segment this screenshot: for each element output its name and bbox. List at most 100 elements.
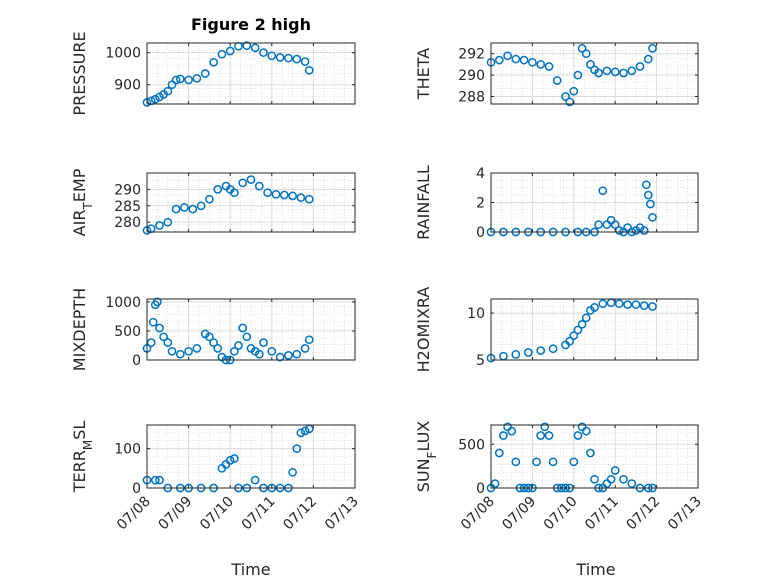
data-point bbox=[230, 188, 239, 198]
data-point bbox=[494, 448, 504, 458]
y-tick-label: 0 bbox=[476, 225, 485, 241]
data-point bbox=[511, 350, 521, 359]
data-point bbox=[581, 426, 591, 436]
y-tick-label: 0 bbox=[132, 353, 141, 369]
data-point bbox=[569, 331, 579, 340]
y-tick-label: 285 bbox=[114, 199, 141, 215]
data-point bbox=[230, 454, 239, 463]
axes-box bbox=[490, 424, 699, 489]
data-point bbox=[565, 336, 575, 346]
data-point bbox=[648, 212, 657, 222]
y-tick-label: 290 bbox=[458, 68, 485, 84]
data-point bbox=[569, 86, 579, 96]
data-point bbox=[175, 349, 185, 359]
data-point bbox=[646, 199, 655, 209]
data-point bbox=[267, 346, 277, 356]
subplot-8: 0 500 SUNFLUX 07/08 07/09 07/10 07/11 07/12 07/1… bbox=[414, 421, 705, 534]
axes-box bbox=[146, 172, 356, 233]
x-axis-label-right: Time bbox=[575, 560, 615, 579]
data-point bbox=[250, 475, 260, 485]
y-tick-label: 1000 bbox=[105, 295, 141, 311]
data-point bbox=[175, 74, 185, 84]
data-point bbox=[627, 479, 637, 488]
data-point bbox=[602, 220, 612, 229]
data-point bbox=[296, 428, 306, 438]
data-point bbox=[610, 220, 620, 229]
y-tick-label: 1000 bbox=[105, 46, 141, 62]
data-point bbox=[284, 53, 293, 63]
data-point bbox=[192, 344, 202, 353]
data-point bbox=[146, 338, 156, 347]
data-point bbox=[639, 301, 649, 310]
x-tick-label: 07/09 bbox=[499, 494, 539, 534]
data-point bbox=[523, 348, 533, 357]
data-point bbox=[234, 341, 243, 350]
y-tick-label: 4 bbox=[476, 166, 485, 182]
data-point bbox=[242, 332, 252, 342]
y-tick-label: 900 bbox=[114, 78, 141, 94]
subplot-4: 0 2 4 RAINFALL bbox=[414, 165, 699, 241]
data-point bbox=[263, 188, 272, 198]
axes-box bbox=[490, 42, 699, 105]
data-point bbox=[648, 44, 657, 53]
data-point bbox=[150, 94, 160, 104]
x-tick-label: 07/10 bbox=[541, 494, 581, 534]
data-point bbox=[641, 180, 651, 190]
data-point bbox=[292, 349, 302, 359]
data-point bbox=[610, 67, 620, 77]
data-point bbox=[598, 299, 608, 309]
data-point bbox=[577, 319, 587, 329]
data-point bbox=[242, 41, 252, 50]
data-point bbox=[188, 204, 198, 214]
data-point bbox=[292, 444, 302, 453]
data-point bbox=[163, 338, 173, 347]
data-point bbox=[209, 338, 218, 347]
data-point bbox=[148, 317, 158, 327]
data-point bbox=[300, 426, 310, 436]
data-point bbox=[304, 65, 314, 75]
data-point bbox=[267, 51, 277, 61]
data-point bbox=[606, 298, 616, 308]
data-point bbox=[217, 49, 227, 59]
data-point bbox=[586, 60, 595, 69]
x-tick-label: 07/08 bbox=[114, 494, 154, 534]
x-tick-label: 07/13 bbox=[322, 494, 362, 534]
data-point bbox=[213, 185, 223, 194]
data-point bbox=[614, 299, 624, 309]
data-point bbox=[494, 55, 504, 65]
subplot-6: 5 10 H2OMIXRA bbox=[414, 287, 699, 372]
data-point bbox=[519, 55, 529, 65]
data-point bbox=[503, 51, 512, 61]
data-point bbox=[594, 220, 603, 229]
data-point bbox=[225, 456, 235, 465]
data-point bbox=[155, 323, 164, 333]
axes-box bbox=[146, 42, 356, 105]
data-point bbox=[511, 54, 521, 64]
subplot-7: 0 100 TERRMSL 07/08 07/09 07/10 07/11 07/12 07/1… bbox=[70, 421, 362, 534]
data-point bbox=[540, 422, 550, 432]
data-point bbox=[171, 204, 181, 214]
data-point bbox=[503, 422, 512, 432]
data-point bbox=[259, 338, 268, 347]
subplot-1: 900 1000 PRESSURE bbox=[70, 31, 356, 116]
data-point bbox=[536, 431, 546, 440]
y-tick-label: 10 bbox=[467, 306, 485, 322]
y-tick-label: 290 bbox=[114, 182, 141, 198]
data-point bbox=[598, 186, 608, 196]
data-point bbox=[590, 474, 599, 484]
data-point bbox=[246, 175, 256, 184]
data-point bbox=[548, 344, 558, 354]
data-point bbox=[259, 48, 268, 57]
data-point bbox=[159, 332, 168, 342]
y-axis-label: AIRTEMP bbox=[70, 168, 95, 236]
data-point bbox=[643, 190, 653, 200]
data-point bbox=[581, 313, 591, 323]
y-axis-label: PRESSURE bbox=[70, 31, 89, 115]
data-point bbox=[602, 66, 612, 76]
data-point bbox=[238, 323, 248, 333]
data-point bbox=[238, 178, 248, 188]
data-point bbox=[288, 467, 297, 477]
axes-box bbox=[146, 298, 356, 361]
data-point bbox=[590, 303, 599, 312]
subplot-2: 288 290 292 THETA bbox=[414, 42, 699, 107]
